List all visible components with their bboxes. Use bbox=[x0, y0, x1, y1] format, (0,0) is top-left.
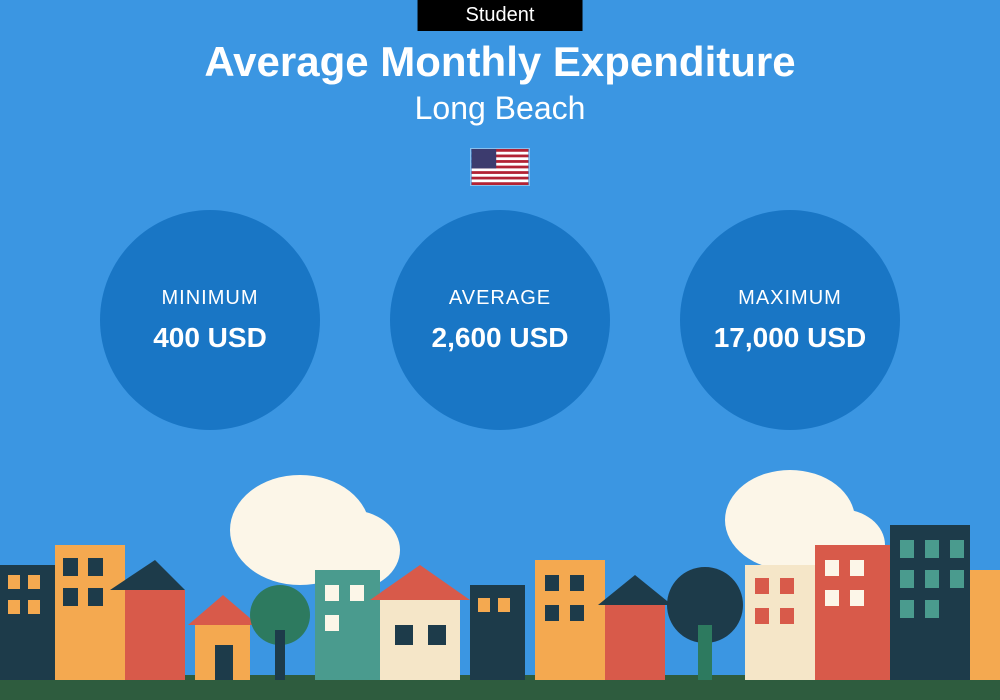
stat-label: AVERAGE bbox=[449, 287, 551, 310]
stat-value: 17,000 USD bbox=[714, 322, 867, 354]
stat-value: 2,600 USD bbox=[432, 322, 569, 354]
page-title: Average Monthly Expenditure bbox=[0, 38, 1000, 86]
stat-maximum: MAXIMUM 17,000 USD bbox=[680, 210, 900, 430]
stat-value: 400 USD bbox=[153, 322, 267, 354]
stat-minimum: MINIMUM 400 USD bbox=[100, 210, 320, 430]
stats-row: MINIMUM 400 USD AVERAGE 2,600 USD MAXIMU… bbox=[0, 210, 1000, 430]
stat-label: MINIMUM bbox=[162, 287, 259, 310]
usa-flag-icon bbox=[470, 148, 530, 186]
stat-label: MAXIMUM bbox=[738, 287, 842, 310]
badge-text: Student bbox=[466, 4, 535, 26]
category-badge: Student bbox=[418, 0, 583, 31]
page-subtitle: Long Beach bbox=[0, 90, 1000, 127]
stat-average: AVERAGE 2,600 USD bbox=[390, 210, 610, 430]
cityscape-illustration bbox=[0, 470, 1000, 700]
